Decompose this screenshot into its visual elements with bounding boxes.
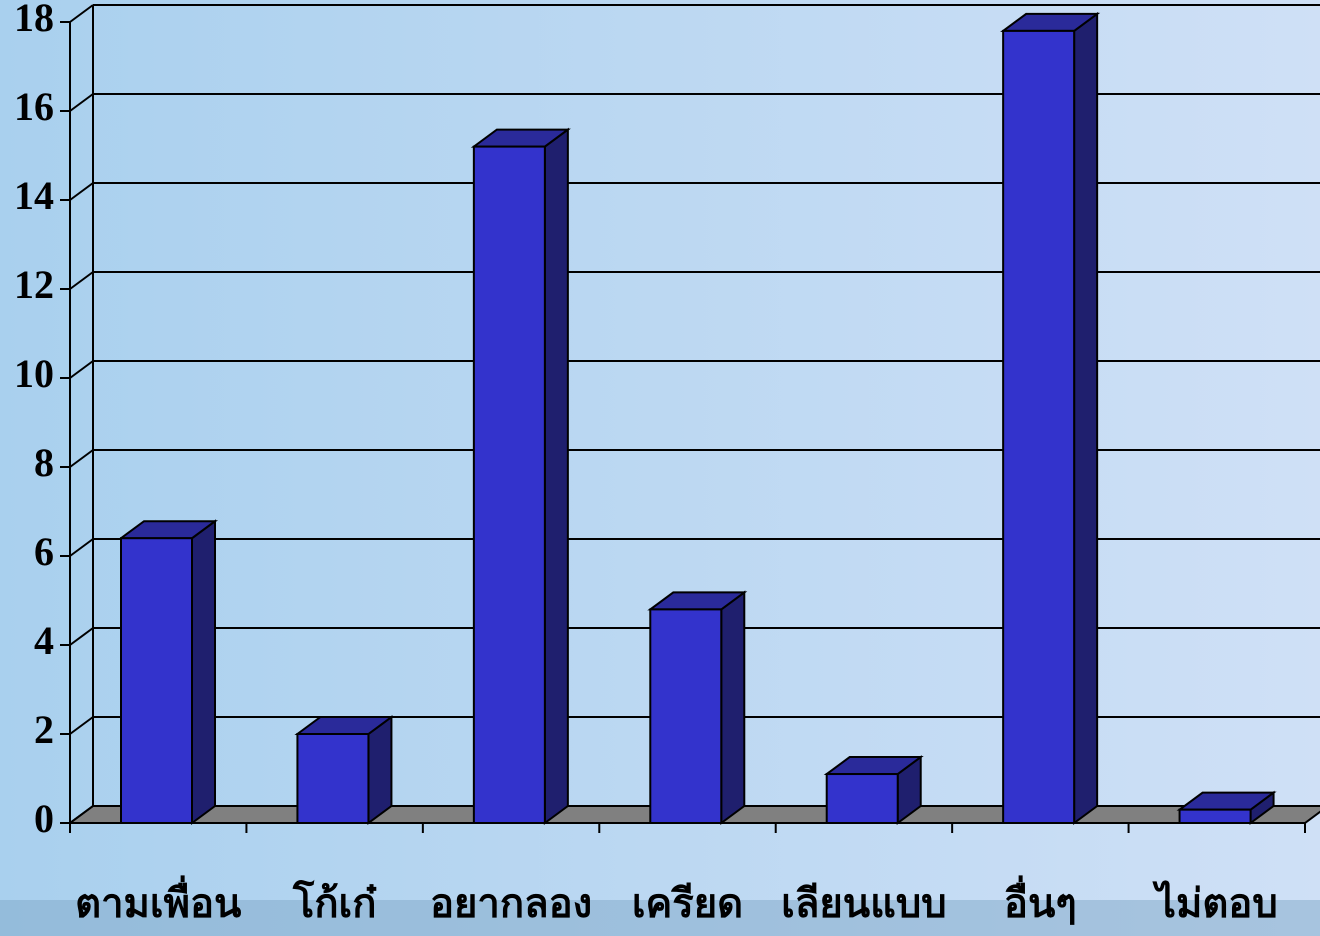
x-tick-label: เลียนแบบ [781, 881, 947, 926]
grid-line [69, 271, 94, 290]
y-tick-label: 2 [34, 707, 54, 752]
bar-side [191, 519, 216, 825]
bar [825, 773, 899, 824]
grid-line [69, 449, 94, 468]
x-tick-label: เครียด [632, 881, 743, 926]
x-tick-label: อยากลอง [430, 881, 592, 926]
grid-line [69, 716, 94, 735]
y-tick-label: 16 [14, 84, 54, 129]
grid-line [69, 93, 94, 112]
y-tick-label: 6 [34, 529, 54, 574]
x-tick-label: ไม่ตอบ [1152, 880, 1278, 926]
y-tick-label: 14 [14, 173, 54, 218]
y-tick-label: 4 [34, 618, 54, 663]
bar-side [367, 715, 393, 825]
bar [1002, 29, 1076, 824]
grid-line [69, 805, 94, 824]
bar [649, 608, 723, 825]
grid-line [69, 360, 94, 379]
bar [1178, 808, 1252, 825]
bar-side [1073, 11, 1099, 825]
y-tick-label: 0 [34, 796, 54, 841]
y-tick-label: 12 [14, 262, 54, 307]
bar [472, 145, 546, 825]
bar-side [720, 590, 746, 825]
footer-band [0, 900, 1320, 936]
y-tick-label: 8 [34, 440, 54, 485]
bar [120, 537, 193, 824]
y-tick-label: 18 [14, 0, 54, 40]
bar-side [543, 127, 569, 825]
x-tick-label: โก้เก๋ [292, 880, 377, 926]
bar [296, 733, 370, 824]
grid-line [69, 627, 94, 646]
x-tick-label: อื่นๆ [1004, 875, 1077, 926]
grid-line [69, 182, 94, 201]
grid-line [69, 4, 94, 23]
x-tick-label: ตามเพื่อน [75, 875, 241, 926]
grid-line [69, 538, 94, 557]
y-tick-label: 10 [14, 351, 54, 396]
